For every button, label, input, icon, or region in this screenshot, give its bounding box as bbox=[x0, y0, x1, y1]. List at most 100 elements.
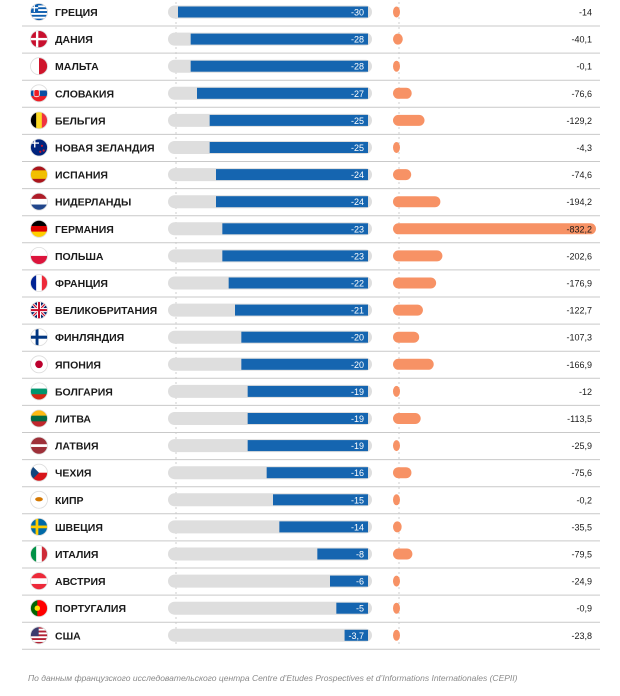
chart-row: ЛАТВИЯ -19 -25,9 bbox=[22, 436, 600, 461]
bar-series-1-label: -6 bbox=[356, 577, 364, 587]
uk-flag-icon bbox=[30, 301, 48, 320]
chart-row: ИСПАНИЯ -24 -74,6 bbox=[22, 165, 600, 190]
country-label: ФРАНЦИЯ bbox=[55, 278, 108, 290]
austria-flag-icon bbox=[30, 572, 48, 590]
bar-series-2-label: -122,7 bbox=[566, 306, 592, 316]
chart-row: ЯПОНИЯ -20 -166,9 bbox=[22, 355, 600, 379]
bar-series-2-label: -0,2 bbox=[576, 495, 592, 505]
bar-series-2-label: -166,9 bbox=[566, 360, 592, 370]
country-label: ВЕЛИКОБРИТАНИЯ bbox=[55, 305, 157, 317]
chart-row: МАЛЬТА -28 -0,1 bbox=[22, 57, 600, 81]
bar-series-2-label: -25,9 bbox=[571, 441, 592, 451]
bar-series-1 bbox=[279, 521, 368, 533]
bar-series-1 bbox=[241, 358, 368, 370]
czechia-flag-icon bbox=[30, 463, 48, 482]
bar-series-2 bbox=[393, 6, 400, 18]
bar-series-1 bbox=[247, 385, 368, 397]
bar-series-1 bbox=[197, 87, 368, 99]
bar-series-1 bbox=[344, 629, 368, 641]
bar-series-2-label: -23,8 bbox=[571, 631, 592, 641]
bar-series-1-label: -23 bbox=[351, 251, 364, 261]
country-label: СЛОВАКИЯ bbox=[55, 88, 114, 100]
chart-row: ПОРТУГАЛИЯ -5 -0,9 bbox=[22, 599, 600, 623]
chart-row: ПОЛЬША -23 -202,6 bbox=[22, 246, 600, 271]
bar-series-1-label: -20 bbox=[351, 360, 364, 370]
bar-series-1-label: -27 bbox=[351, 89, 364, 99]
country-label: ЯПОНИЯ bbox=[55, 359, 101, 371]
bar-series-1 bbox=[247, 440, 368, 452]
bar-series-1-label: -8 bbox=[356, 550, 364, 560]
spain-flag-icon bbox=[30, 165, 48, 184]
bar-series-1-label: -28 bbox=[351, 35, 364, 45]
bar-series-2 bbox=[393, 413, 421, 424]
bar-series-1-label: -24 bbox=[351, 170, 364, 180]
country-label: США bbox=[55, 630, 81, 642]
country-label: ДАНИЯ bbox=[55, 34, 93, 46]
bar-series-1 bbox=[178, 6, 368, 18]
chart-row: ГЕРМАНИЯ -23 -832,2 bbox=[22, 219, 600, 244]
bar-series-2-label: -194,2 bbox=[566, 197, 592, 207]
denmark-flag-icon bbox=[30, 30, 48, 48]
bar-series-2-label: -76,6 bbox=[571, 89, 592, 99]
chart-row: КИПР -15 -0,2 bbox=[22, 490, 600, 515]
bar-series-1 bbox=[330, 575, 368, 587]
bar-series-1-label: -25 bbox=[351, 143, 364, 153]
bar-series-2-label: -0,1 bbox=[576, 62, 592, 72]
belgium-flag-icon bbox=[30, 111, 48, 130]
bar-series-2 bbox=[393, 196, 441, 208]
bar-series-1 bbox=[235, 304, 368, 316]
bar-series-1-label: -19 bbox=[351, 414, 364, 424]
bar-series-2 bbox=[393, 60, 400, 72]
bar-series-1-label: -19 bbox=[351, 441, 364, 451]
bar-track bbox=[168, 628, 372, 642]
bar-series-1 bbox=[190, 60, 368, 72]
germany-flag-icon bbox=[30, 219, 48, 238]
bar-series-2 bbox=[393, 494, 400, 506]
country-label: БОЛГАРИЯ bbox=[55, 386, 113, 398]
country-label: БЕЛЬГИЯ bbox=[55, 115, 106, 127]
bulgaria-flag-icon bbox=[30, 382, 48, 401]
bar-series-1 bbox=[247, 413, 368, 424]
bar-series-1 bbox=[190, 33, 368, 45]
chart-row: БОЛГАРИЯ -19 -12 bbox=[22, 382, 600, 406]
poland-flag-icon bbox=[30, 246, 48, 265]
bar-series-2-label: -4,3 bbox=[576, 143, 592, 153]
country-label: КИПР bbox=[55, 495, 84, 507]
bar-series-2-label: -74,6 bbox=[571, 170, 592, 180]
country-label: ЧЕХИЯ bbox=[55, 468, 91, 480]
country-label: ЛИТВА bbox=[55, 414, 91, 426]
finland-flag-icon bbox=[30, 328, 48, 347]
bar-series-1-label: -28 bbox=[351, 62, 364, 72]
bar-series-2-label: -14 bbox=[579, 8, 592, 18]
bar-series-2 bbox=[393, 467, 412, 479]
bar-series-1-label: -3,7 bbox=[348, 631, 364, 641]
chart-row: АВСТРИЯ -6 -24,9 bbox=[22, 572, 600, 596]
malta-flag-icon bbox=[30, 57, 48, 76]
bar-series-1-label: -15 bbox=[351, 495, 364, 505]
bar-series-1-label: -24 bbox=[351, 197, 364, 207]
bar-series-1 bbox=[266, 467, 368, 479]
country-label: ИСПАНИЯ bbox=[55, 170, 108, 182]
bar-series-1-label: -23 bbox=[351, 224, 364, 234]
bar-series-1 bbox=[273, 494, 368, 506]
chart-row: ФРАНЦИЯ -22 -176,9 bbox=[22, 274, 600, 298]
bar-series-2-label: -0,9 bbox=[576, 604, 592, 614]
bar-series-2 bbox=[393, 304, 423, 316]
bar-series-1 bbox=[216, 196, 368, 208]
bar-series-2-label: -35,5 bbox=[571, 522, 592, 532]
bar-series-1-label: -25 bbox=[351, 116, 364, 126]
bar-series-2 bbox=[393, 358, 434, 370]
chart-row: ШВЕЦИЯ -14 -35,5 bbox=[22, 518, 600, 542]
japan-flag-icon bbox=[30, 355, 48, 374]
bar-series-2 bbox=[393, 114, 425, 126]
country-label: ГРЕЦИЯ bbox=[55, 7, 98, 19]
source-footnote: По данным французского исследовательског… bbox=[28, 673, 518, 683]
new-zealand-flag-icon bbox=[30, 138, 48, 157]
bar-series-2 bbox=[393, 169, 412, 181]
chart-row: ВЕЛИКОБРИТАНИЯ -21 -122,7 bbox=[22, 301, 600, 325]
country-label: АВСТРИЯ bbox=[55, 576, 106, 588]
netherlands-flag-icon bbox=[30, 192, 48, 211]
france-flag-icon bbox=[30, 274, 48, 292]
country-label: НИДЕРЛАНДЫ bbox=[55, 197, 131, 209]
bar-series-2 bbox=[393, 629, 400, 641]
